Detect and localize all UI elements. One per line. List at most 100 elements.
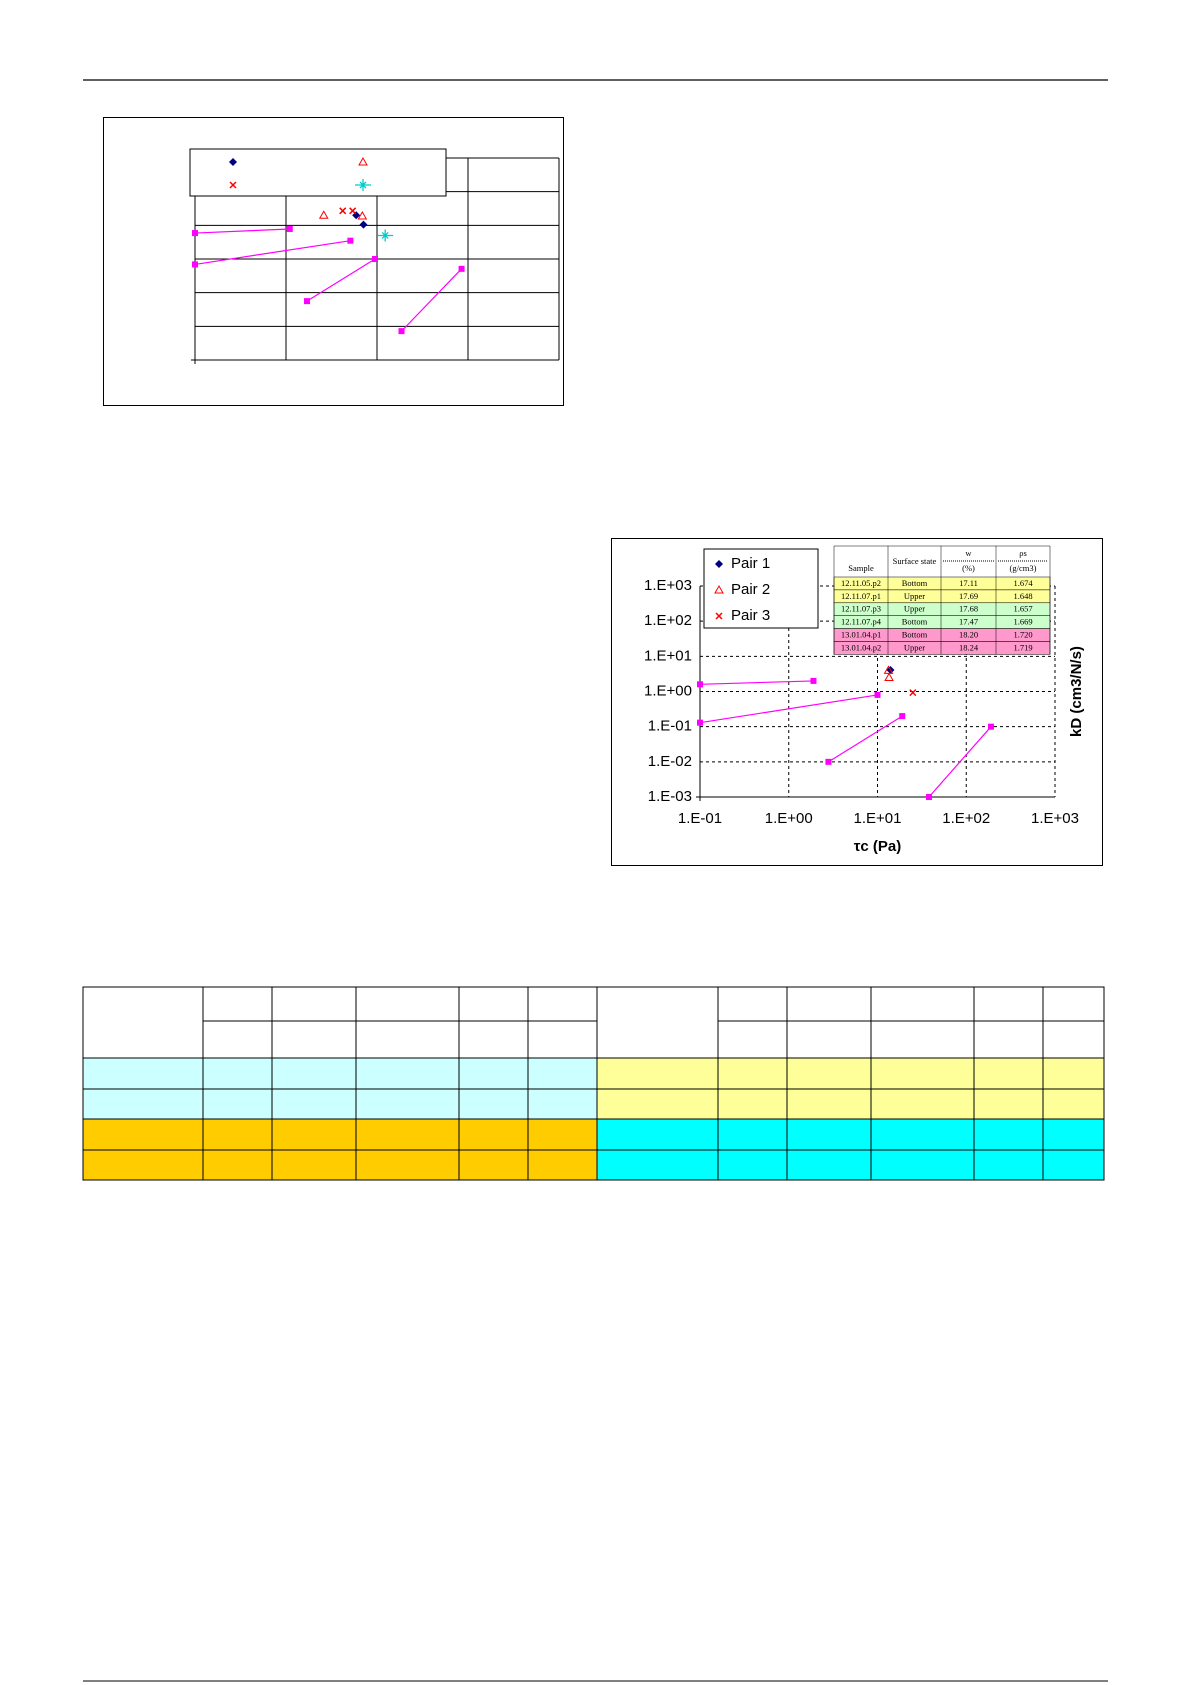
legend — [703, 548, 819, 629]
table-cell — [458, 1088, 529, 1120]
table-cell — [271, 1088, 357, 1120]
table-cell — [973, 1149, 1044, 1181]
table-cell — [973, 1020, 1044, 1059]
table-cell — [202, 1020, 273, 1059]
point — [697, 719, 703, 726]
table-cell — [355, 1088, 460, 1120]
table-cell — [1042, 1118, 1105, 1151]
point — [371, 256, 378, 262]
table-cell — [355, 1149, 460, 1181]
x-tick-label: 1.E+02 — [942, 810, 990, 827]
x-tick-label: 1.E+03 — [1031, 810, 1079, 827]
table-cell: 17.69 — [959, 591, 978, 601]
table-cell — [973, 986, 1044, 1022]
table-cell — [527, 1057, 598, 1090]
column-header: ρs — [1019, 548, 1027, 558]
table-cell: 1.669 — [1013, 617, 1032, 627]
table-cell — [1042, 1057, 1105, 1090]
point — [899, 713, 906, 720]
table-cell — [870, 986, 975, 1022]
legend-marker — [358, 156, 368, 166]
legend-marker — [229, 181, 237, 189]
point — [825, 758, 832, 765]
point — [192, 261, 198, 268]
table-cell — [82, 986, 204, 1059]
point — [357, 210, 368, 220]
table-cell — [271, 1149, 357, 1181]
table-cell — [973, 1088, 1044, 1120]
point — [286, 225, 293, 232]
point — [347, 237, 354, 244]
table-cell — [717, 1149, 788, 1181]
point — [398, 328, 405, 335]
table-cell — [870, 1057, 975, 1090]
table-cell: Upper — [904, 591, 925, 601]
table-cell — [596, 1118, 719, 1151]
point — [715, 560, 723, 568]
table-cell — [82, 1088, 204, 1120]
table-cell: 13.01.04.p1 — [841, 630, 881, 640]
table-cell — [458, 1020, 529, 1059]
table-cell — [458, 1118, 529, 1151]
line — [699, 680, 992, 798]
table-cell — [596, 1149, 719, 1181]
point — [359, 220, 368, 229]
table-cell — [973, 1057, 1044, 1090]
table-cell — [717, 1118, 788, 1151]
table-cell: 1.648 — [1013, 591, 1032, 601]
table-cell — [973, 1118, 1044, 1151]
point — [715, 612, 723, 620]
table-cell — [786, 1020, 872, 1059]
table-cell — [786, 1118, 872, 1151]
column-unit: (%) — [962, 563, 975, 573]
table-cell — [1042, 986, 1105, 1022]
table-cell — [870, 1118, 975, 1151]
table-cell — [355, 986, 460, 1022]
table-cell — [355, 1118, 460, 1151]
y-tick-label: 1.E+00 — [644, 682, 692, 699]
table-cell: 17.68 — [959, 604, 978, 614]
table-cell: 17.47 — [959, 617, 978, 627]
table-cell — [82, 1149, 204, 1181]
table-cell — [1042, 1149, 1105, 1181]
table-cell: 17.11 — [959, 578, 978, 588]
table-cell — [271, 1118, 357, 1151]
legend-label: Pair 1 — [731, 555, 770, 572]
table-cell — [271, 1057, 357, 1090]
x-tick-label: 1.E+00 — [765, 810, 813, 827]
table-cell — [202, 1088, 273, 1120]
y-tick-label: 1.E-02 — [648, 753, 692, 770]
table-cell — [271, 986, 357, 1022]
table-cell — [786, 1149, 872, 1181]
table-cell: Bottom — [902, 578, 928, 588]
table-cell: Bottom — [902, 630, 928, 640]
table-cell: 1.719 — [1013, 642, 1032, 652]
table-cell — [271, 1020, 357, 1059]
table-cell — [870, 1088, 975, 1120]
table-cell — [527, 986, 598, 1022]
legend — [189, 148, 447, 197]
x-axis-label: τc (Pa) — [854, 838, 902, 855]
table-cell — [870, 1149, 975, 1181]
y-tick-label: 1.E-03 — [648, 788, 692, 805]
table-cell — [870, 1020, 975, 1059]
point — [349, 207, 357, 215]
point — [303, 298, 310, 305]
table-cell: 1.674 — [1013, 578, 1033, 588]
table-cell — [202, 1118, 273, 1151]
point — [884, 672, 894, 682]
point — [458, 265, 465, 272]
column-header: Sample — [848, 563, 874, 573]
point — [192, 230, 198, 237]
point — [339, 207, 347, 215]
column-unit: (g/cm3) — [1010, 563, 1037, 573]
table-cell — [527, 1149, 598, 1181]
table-cell — [202, 1057, 273, 1090]
table-cell — [717, 1057, 788, 1090]
table-cell — [527, 1088, 598, 1120]
x-tick-label: 1.E-01 — [678, 810, 722, 827]
legend-label: Pair 2 — [731, 581, 770, 598]
table-cell: 12.11.07.p1 — [841, 591, 881, 601]
table-cell — [596, 986, 719, 1059]
